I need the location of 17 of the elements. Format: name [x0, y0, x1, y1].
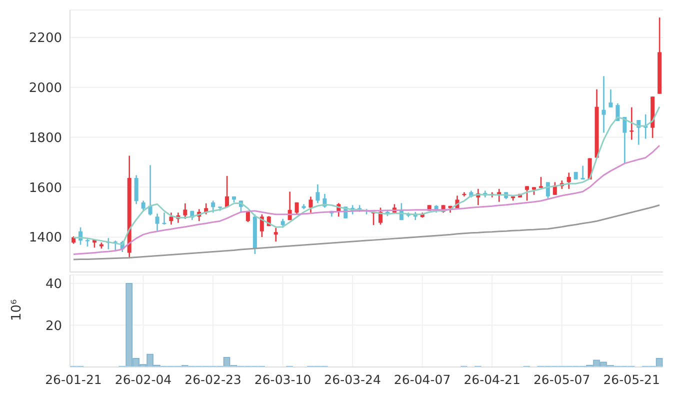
x-tick-label: 26-02-04 [114, 372, 172, 387]
y-tick-label: 2000 [28, 80, 62, 96]
y-tick-label: 1400 [28, 230, 62, 246]
x-tick-label: 26-04-07 [394, 372, 451, 387]
x-tick-label: 26-05-21 [603, 372, 660, 387]
y-tick-label: 1600 [28, 180, 62, 196]
y-tick-label: 20 [45, 318, 62, 334]
y-tick-label: 1800 [28, 130, 62, 146]
y-tick-label: 40 [45, 276, 62, 292]
x-tick-label: 26-05-07 [533, 372, 590, 387]
y-axis-title: 10⁶ [10, 299, 25, 321]
x-tick-label: 26-03-10 [254, 372, 312, 387]
x-tick-label: 26-02-23 [184, 372, 242, 387]
y-tick-label: 2200 [28, 31, 62, 46]
x-tick-label: 26-04-21 [464, 372, 520, 387]
x-tick-label: 26-01-21 [45, 372, 102, 387]
x-tick-label: 26-03-24 [324, 372, 381, 387]
